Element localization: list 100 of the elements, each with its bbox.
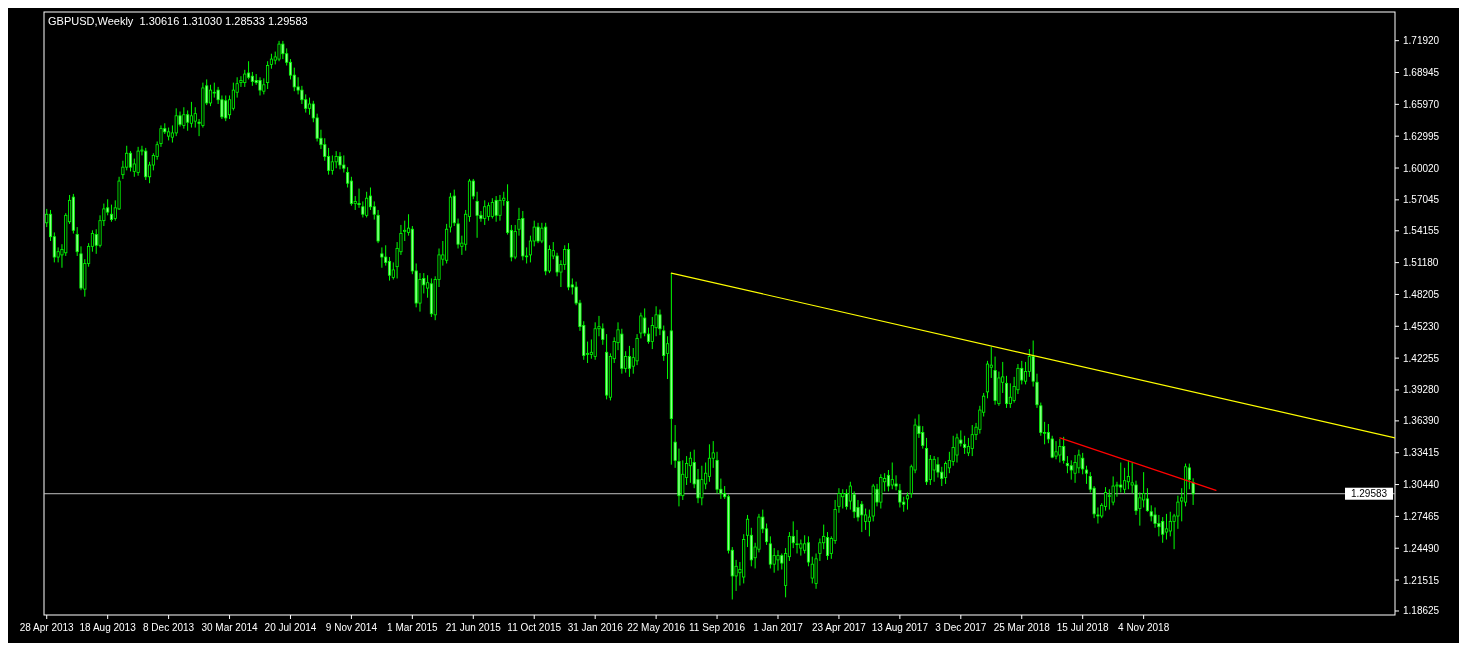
candlestick	[483, 199, 487, 226]
candlestick	[700, 465, 704, 506]
candlestick	[627, 345, 631, 378]
candlestick	[327, 147, 331, 176]
candlestick	[490, 197, 494, 220]
x-tick-label: 15 Jul 2018	[1056, 622, 1109, 633]
chart-title: GBPUSD,Weekly 1.30616 1.31030 1.28533 1.29583	[48, 15, 308, 27]
candlestick	[681, 459, 685, 501]
candlestick	[776, 549, 780, 572]
candlestick	[848, 481, 852, 511]
candlestick	[1119, 462, 1123, 493]
candlestick	[1107, 488, 1111, 511]
y-tick-label: 1.18625	[1403, 605, 1440, 617]
y-tick-label: 1.71920	[1403, 35, 1440, 47]
candlestick	[1027, 348, 1031, 378]
candlestick	[944, 460, 948, 485]
x-tick-label: 31 Jan 2016	[567, 622, 624, 633]
x-tick-label: 13 Aug 2017	[871, 622, 929, 633]
candlestick	[1123, 467, 1127, 495]
candlestick	[189, 101, 193, 129]
candlestick	[1069, 459, 1073, 481]
candlestick	[266, 60, 270, 90]
candlestick	[864, 508, 868, 531]
y-tick-label: 1.33415	[1403, 447, 1440, 459]
candlestick	[1142, 471, 1146, 508]
candlestick	[1126, 459, 1130, 490]
candlestick	[963, 435, 967, 455]
candlestick	[1081, 452, 1085, 475]
candlestick	[224, 94, 228, 122]
candlestick	[1145, 487, 1149, 513]
candlestick	[707, 443, 711, 483]
y-tick-label: 1.30440	[1403, 479, 1440, 491]
candlestick	[841, 488, 845, 510]
x-tick-label: 4 Nov 2018	[1118, 622, 1170, 633]
y-tick-label: 1.62995	[1403, 130, 1440, 142]
x-tick-label: 9 Nov 2014	[325, 622, 378, 633]
y-tick-label: 1.36390	[1403, 415, 1440, 427]
y-tick-label: 1.42255	[1403, 352, 1440, 364]
candlestick	[277, 40, 281, 62]
x-tick-label: 3 Dec 2017	[935, 622, 987, 633]
x-tick-label: 28 Apr 2013	[19, 622, 75, 633]
x-tick-label: 22 May 2016	[627, 622, 686, 633]
candlestick	[639, 312, 643, 339]
candlestick	[768, 535, 772, 569]
candlestick	[845, 488, 849, 511]
x-tick-label: 30 Mar 2014	[201, 622, 259, 633]
y-tick-label: 1.39280	[1403, 384, 1440, 396]
candlestick	[1054, 440, 1058, 460]
candlestick	[886, 469, 890, 492]
candlestick	[688, 451, 692, 484]
x-tick-label: 1 Jan 2017	[753, 622, 804, 633]
candlestick	[1111, 475, 1115, 506]
candlestick	[825, 531, 830, 561]
candlestick	[258, 76, 262, 96]
x-tick-label: 1 Mar 2015	[387, 622, 439, 633]
y-tick-label: 1.27465	[1403, 510, 1440, 522]
x-tick-label: 21 Jun 2015	[445, 622, 502, 633]
candlestick	[128, 150, 133, 172]
candlestick	[1062, 436, 1066, 465]
x-tick-label: 20 Jul 2014	[264, 622, 317, 633]
candlestick	[932, 455, 936, 483]
candlestick	[494, 195, 498, 223]
candlestick	[955, 433, 959, 464]
candlestick	[970, 424, 974, 457]
x-tick-label: 25 Mar 2018	[993, 622, 1051, 633]
candlestick	[349, 176, 353, 207]
candlestick	[1164, 513, 1169, 541]
candlestick	[536, 222, 540, 244]
candlestick	[182, 106, 186, 130]
candlestick	[1161, 516, 1165, 544]
x-tick-label: 11 Sep 2016	[689, 622, 746, 633]
candlestick	[1073, 454, 1077, 484]
candlestick	[247, 60, 251, 80]
candlestick	[947, 451, 951, 474]
y-tick-label: 1.24490	[1403, 542, 1440, 554]
y-tick-label: 1.68945	[1403, 67, 1440, 79]
candlestick	[498, 194, 502, 222]
candlestick	[380, 246, 384, 269]
y-tick-label: 1.54155	[1403, 225, 1440, 237]
candlestick	[231, 82, 235, 111]
y-tick-label: 1.60020	[1403, 162, 1440, 174]
candlestick	[418, 272, 422, 313]
candlestick	[136, 146, 140, 177]
y-tick-label: 1.48205	[1403, 288, 1440, 300]
y-tick-label: 1.51180	[1403, 257, 1439, 269]
candlestick	[486, 201, 491, 222]
x-tick-label: 18 Aug 2013	[79, 622, 137, 633]
candlestick	[898, 483, 902, 508]
candlestick	[1058, 438, 1062, 464]
candlestick	[1004, 375, 1009, 409]
candlestick	[186, 109, 190, 132]
candlestick	[860, 500, 864, 533]
candlestick	[890, 462, 894, 490]
x-tick-label: 11 Oct 2015	[507, 622, 562, 633]
y-tick-label: 1.21515	[1403, 574, 1440, 586]
x-tick-label: 8 Dec 2013	[143, 622, 195, 633]
y-tick-label: 1.65970	[1403, 98, 1440, 110]
candlestick	[365, 191, 369, 218]
y-tick-label: 1.45230	[1403, 320, 1440, 332]
ref-line-label: 1.29583	[1350, 488, 1388, 500]
